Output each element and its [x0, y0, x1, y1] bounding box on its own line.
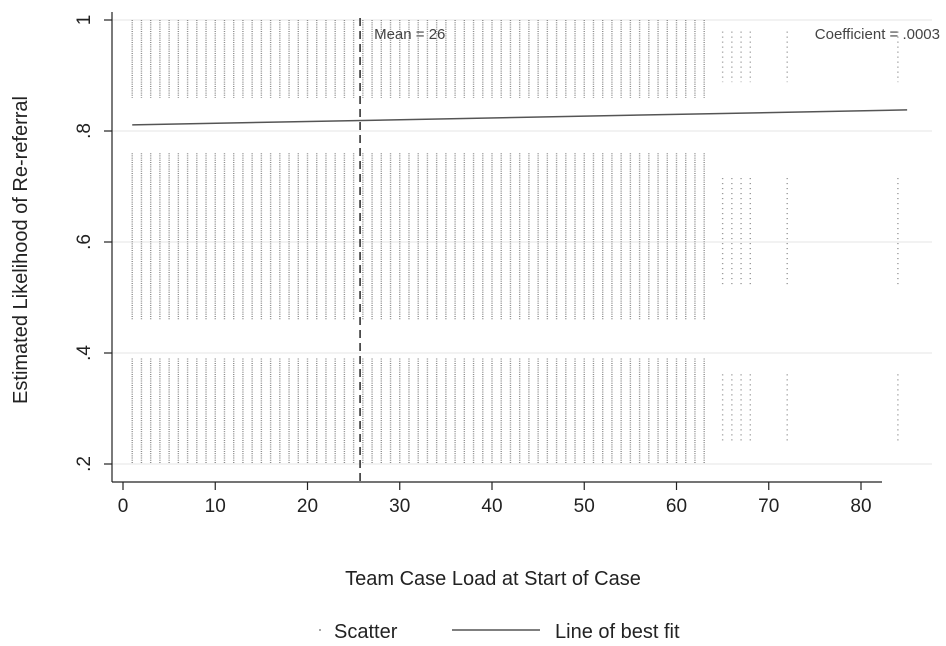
- best-fit-line-group: [132, 109, 908, 126]
- legend-scatter-label: Scatter: [334, 621, 398, 643]
- best-fit-line: [132, 109, 908, 126]
- x-tick-label: 50: [574, 496, 595, 517]
- x-tick-label: 60: [666, 496, 687, 517]
- scatter-points: [131, 20, 899, 464]
- coefficient-annotation: Coefficient = .0003: [815, 26, 940, 43]
- x-tick-label: 80: [850, 496, 871, 517]
- y-axis-title: Estimated Likelihood of Re-referral: [10, 96, 32, 404]
- y-tick-label: .6: [74, 234, 95, 250]
- legend: Scatter Line of best fit: [319, 621, 680, 643]
- x-tick-label: 20: [297, 496, 318, 517]
- legend-scatter-marker: [319, 629, 321, 631]
- x-axis-title: Team Case Load at Start of Case: [345, 568, 641, 590]
- mean-annotation: Mean = 26: [374, 26, 445, 43]
- x-tick-label: 10: [205, 496, 226, 517]
- y-tick-label: 1: [74, 15, 95, 26]
- legend-line-label: Line of best fit: [555, 621, 680, 643]
- x-tick-label: 70: [758, 496, 779, 517]
- x-tick-label: 30: [389, 496, 410, 517]
- x-tick-label: 0: [118, 496, 129, 517]
- y-tick-label: .4: [74, 345, 95, 361]
- y-tick-label: .2: [74, 456, 95, 472]
- y-tick-label: .8: [74, 123, 95, 139]
- axes: 0 10 20 30 40 50 60 70 80 .2 .4 .6 .8 1: [74, 12, 882, 517]
- x-tick-label: 40: [481, 496, 502, 517]
- grid-lines: [112, 19, 932, 465]
